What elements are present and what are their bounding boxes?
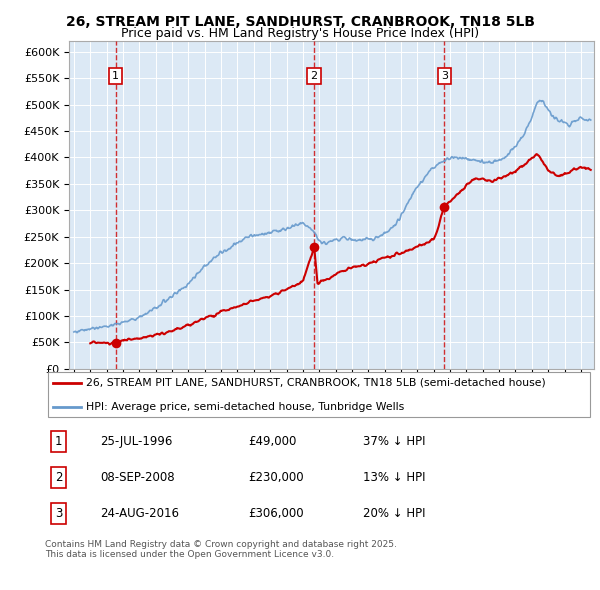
- Text: 1: 1: [112, 71, 119, 81]
- Text: 3: 3: [441, 71, 448, 81]
- Text: Contains HM Land Registry data © Crown copyright and database right 2025.
This d: Contains HM Land Registry data © Crown c…: [45, 540, 397, 559]
- Text: 1: 1: [55, 435, 62, 448]
- Text: 37% ↓ HPI: 37% ↓ HPI: [364, 435, 426, 448]
- Text: £49,000: £49,000: [248, 435, 296, 448]
- Text: 2: 2: [311, 71, 318, 81]
- Text: Price paid vs. HM Land Registry's House Price Index (HPI): Price paid vs. HM Land Registry's House …: [121, 27, 479, 40]
- Text: £230,000: £230,000: [248, 471, 304, 484]
- Text: 3: 3: [55, 507, 62, 520]
- Text: 2: 2: [55, 471, 62, 484]
- Text: 26, STREAM PIT LANE, SANDHURST, CRANBROOK, TN18 5LB (semi-detached house): 26, STREAM PIT LANE, SANDHURST, CRANBROO…: [86, 378, 546, 388]
- Text: HPI: Average price, semi-detached house, Tunbridge Wells: HPI: Average price, semi-detached house,…: [86, 402, 404, 412]
- FancyBboxPatch shape: [48, 372, 590, 417]
- Text: £306,000: £306,000: [248, 507, 304, 520]
- Text: 24-AUG-2016: 24-AUG-2016: [100, 507, 179, 520]
- Text: 20% ↓ HPI: 20% ↓ HPI: [364, 507, 426, 520]
- Text: 25-JUL-1996: 25-JUL-1996: [100, 435, 172, 448]
- Text: 13% ↓ HPI: 13% ↓ HPI: [364, 471, 426, 484]
- Text: 26, STREAM PIT LANE, SANDHURST, CRANBROOK, TN18 5LB: 26, STREAM PIT LANE, SANDHURST, CRANBROO…: [65, 15, 535, 29]
- Text: 08-SEP-2008: 08-SEP-2008: [100, 471, 175, 484]
